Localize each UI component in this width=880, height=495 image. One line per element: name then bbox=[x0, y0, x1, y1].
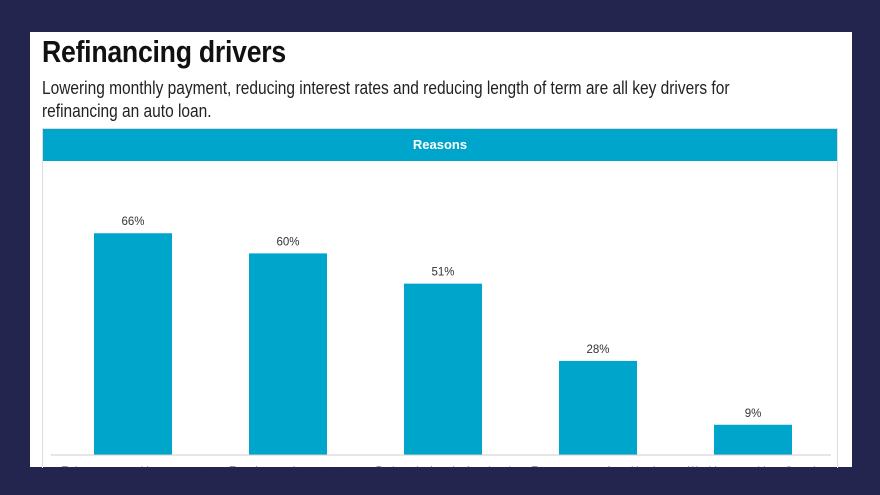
bar bbox=[714, 424, 792, 455]
bar bbox=[94, 233, 172, 455]
page-title: Refinancing drivers bbox=[42, 34, 286, 69]
slide-panel: Refinancing drivers Lowering monthly pay… bbox=[30, 32, 852, 468]
category-label: Reduce the length of my loan/ bbox=[376, 465, 511, 468]
bar bbox=[404, 283, 482, 455]
chart-container: Reasons 66% To lower my monthly repayment… bbox=[42, 128, 838, 468]
category-label: To move to a preferred lender bbox=[532, 465, 665, 468]
data-label: 66% bbox=[121, 216, 144, 228]
category-label: To reduce my interest rate bbox=[230, 465, 347, 468]
bar bbox=[249, 253, 327, 455]
data-label: 28% bbox=[586, 344, 609, 356]
category-label: Would not consider refinancing bbox=[688, 465, 827, 468]
data-label: 9% bbox=[745, 408, 762, 420]
data-label: 60% bbox=[276, 236, 299, 248]
bar bbox=[559, 360, 637, 455]
data-label: 51% bbox=[431, 267, 454, 279]
chart-title: Reasons bbox=[43, 129, 837, 161]
bar-chart: 66% To lower my monthly repayment 60% To re… bbox=[51, 216, 831, 468]
page-subtitle: Lowering monthly payment, reducing inter… bbox=[42, 78, 730, 121]
category-label: To lower my monthly repayment bbox=[62, 465, 205, 468]
